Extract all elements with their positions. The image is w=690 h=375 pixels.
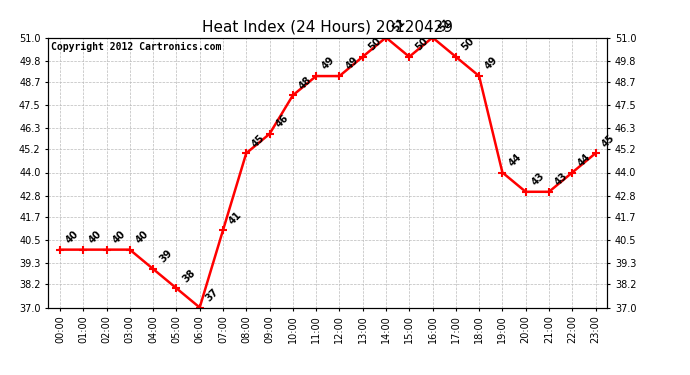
Text: 48: 48 bbox=[297, 75, 314, 91]
Text: 50: 50 bbox=[460, 36, 477, 52]
Text: 40: 40 bbox=[134, 229, 150, 246]
Text: 51: 51 bbox=[390, 17, 406, 33]
Text: 44: 44 bbox=[576, 152, 593, 168]
Text: 38: 38 bbox=[181, 267, 197, 284]
Text: 50: 50 bbox=[367, 36, 384, 52]
Text: 41: 41 bbox=[227, 210, 244, 226]
Text: 37: 37 bbox=[204, 287, 220, 303]
Text: 40: 40 bbox=[110, 229, 127, 246]
Text: 43: 43 bbox=[530, 171, 546, 188]
Text: 49: 49 bbox=[320, 55, 337, 72]
Title: Heat Index (24 Hours) 20120429: Heat Index (24 Hours) 20120429 bbox=[202, 20, 453, 35]
Text: 40: 40 bbox=[64, 229, 81, 246]
Text: 43: 43 bbox=[553, 171, 570, 188]
Text: Copyright 2012 Cartronics.com: Copyright 2012 Cartronics.com bbox=[51, 42, 221, 52]
Text: 51: 51 bbox=[437, 17, 453, 33]
Text: 49: 49 bbox=[344, 55, 360, 72]
Text: 45: 45 bbox=[250, 132, 267, 149]
Text: 50: 50 bbox=[413, 36, 430, 52]
Text: 49: 49 bbox=[483, 55, 500, 72]
Text: 45: 45 bbox=[600, 132, 616, 149]
Text: 44: 44 bbox=[506, 152, 523, 168]
Text: 39: 39 bbox=[157, 248, 174, 265]
Text: 40: 40 bbox=[88, 229, 104, 246]
Text: 46: 46 bbox=[274, 113, 290, 130]
